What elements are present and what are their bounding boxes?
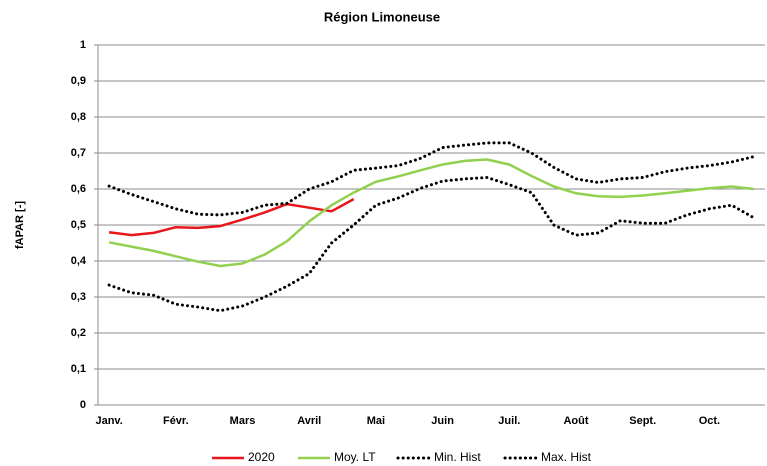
x-tick-label: Mai (367, 415, 385, 427)
x-tick-label: Févr. (163, 415, 189, 427)
y-tick-label: 0,5 (71, 219, 86, 231)
series-line (107, 141, 756, 217)
x-tick-label: Janv. (95, 415, 122, 427)
y-tick-label: 0,7 (71, 147, 86, 159)
y-tick-label: 0,9 (71, 75, 86, 87)
y-tick-label: 0,2 (71, 327, 86, 339)
chart-title: Région Limoneuse (324, 9, 440, 24)
x-tick-label: Avril (297, 415, 321, 427)
x-tick-label: Août (563, 415, 588, 427)
series-line (108, 158, 755, 268)
y-tick-label: 1 (80, 39, 86, 51)
legend-label: Max. Hist (541, 450, 592, 464)
y-tick-label: 0,3 (71, 291, 86, 303)
y-tick-label: 0,4 (71, 255, 87, 267)
y-axis-label: fAPAR [-] (14, 201, 26, 249)
y-tick-label: 0,6 (71, 183, 86, 195)
x-tick-label: Sept. (629, 415, 656, 427)
x-tick-label: Oct. (699, 415, 720, 427)
legend-label: Min. Hist (434, 450, 481, 464)
y-tick-label: 0,8 (71, 111, 86, 123)
x-tick-label: Juil. (498, 415, 520, 427)
legend-label: 2020 (248, 450, 275, 464)
x-tick-label: Mars (230, 415, 256, 427)
series-line (107, 176, 756, 313)
series-line (108, 198, 355, 237)
y-tick-label: 0,1 (71, 363, 86, 375)
x-tick-label: Juin (431, 415, 454, 427)
y-tick-label: 0 (80, 399, 86, 411)
legend-label: Moy. LT (334, 450, 376, 464)
